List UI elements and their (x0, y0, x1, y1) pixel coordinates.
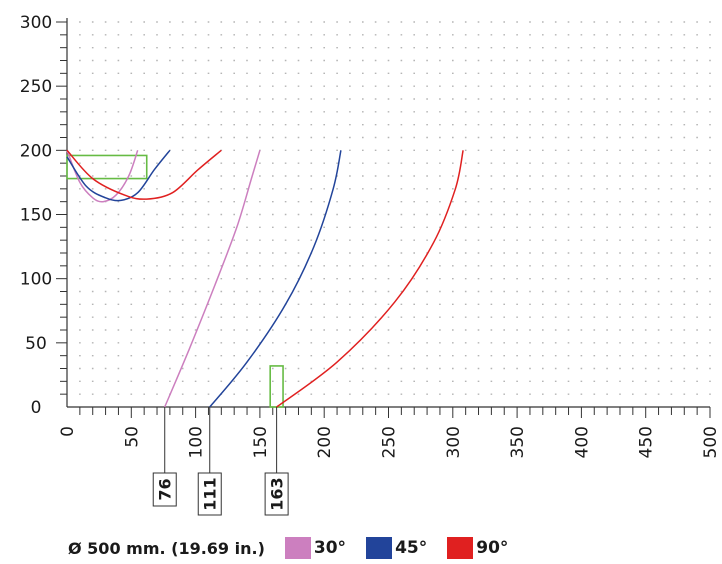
axes: 0 50 100 150 200 250 300 0 50 100 150 200 250 300 350 4… (20, 13, 721, 458)
grid-dots (79, 21, 711, 395)
x-markers: 76 111 163 (152, 407, 289, 516)
legend-swatch-90 (447, 537, 474, 559)
legend-swatch-30 (284, 537, 311, 559)
x-tick-label: 250 (380, 426, 400, 458)
x-tick-label: 500 (701, 426, 721, 458)
marker-label-163: 163 (268, 477, 287, 510)
legend-label-30: 30° (313, 538, 347, 558)
grid-dots-path (79, 21, 711, 395)
legend: Ø 500 mm. (19.69 in.) 30° 45° 90° (68, 536, 528, 560)
legend-item-30: 30° (284, 537, 347, 559)
y-tick-label: 150 (20, 206, 52, 226)
legend-item-45: 45° (366, 537, 427, 559)
series-45-high-curve (209, 150, 342, 408)
x-tick-label: 300 (444, 426, 464, 458)
legend-title: Ø 500 mm. (19.69 in.) (68, 538, 265, 558)
x-tick-label: 350 (508, 426, 528, 458)
y-tick-label: 200 (20, 141, 52, 161)
x-tick-label: 400 (572, 426, 592, 458)
x-tick-label: 100 (187, 426, 207, 458)
series-90-low-curve (66, 149, 222, 200)
highlight-boxes (66, 154, 284, 408)
highlight-box (269, 365, 284, 408)
marker-box-76 (152, 472, 177, 507)
marker-label-76: 76 (156, 478, 175, 500)
series-45-low-curve (66, 149, 171, 202)
x-tick-label: 450 (637, 426, 657, 458)
series-90-high-curve (276, 150, 464, 408)
x-tick-label: 200 (315, 426, 335, 458)
legend-item-90: 90° (447, 537, 508, 559)
series-30-low-curve (66, 150, 139, 203)
legend-label-45: 45° (395, 538, 428, 558)
y-tick-label: 50 (25, 334, 47, 354)
marker-label-111: 111 (201, 477, 220, 510)
y-tick-label: 300 (20, 13, 52, 33)
series-curves (66, 149, 464, 408)
x-tick-label: 0 (58, 426, 78, 437)
x-tick-label: 50 (122, 426, 142, 448)
series-30-high-curve (164, 150, 261, 408)
highlight-box (66, 154, 148, 180)
legend-label-90: 90° (476, 538, 509, 558)
legend-swatch-45 (366, 537, 393, 559)
marker-box-163 (264, 472, 289, 516)
marker-box-111 (197, 472, 222, 516)
y-tick-label: 0 (31, 398, 42, 418)
x-tick-label: 150 (251, 426, 271, 458)
y-tick-label: 250 (20, 77, 52, 97)
y-tick-label: 100 (20, 270, 52, 290)
